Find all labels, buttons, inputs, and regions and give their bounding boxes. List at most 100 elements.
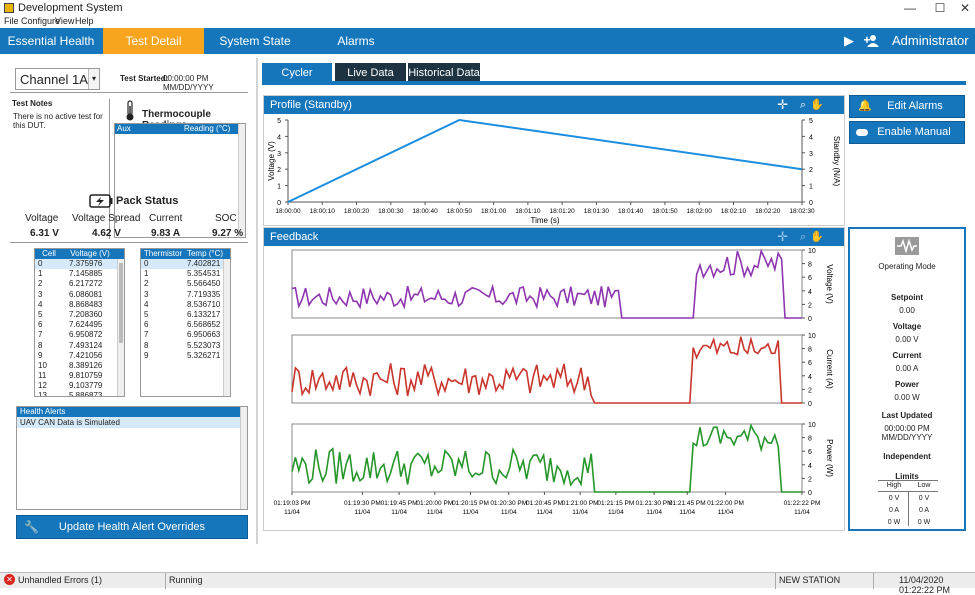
tab-essential-health[interactable]: Essential Health <box>7 34 95 48</box>
thermistor-row[interactable]: 7 6.950663 <box>141 330 224 340</box>
crosshair-icon[interactable]: ✛ <box>777 229 788 244</box>
zoom-icon[interactable]: ⌕ <box>799 231 806 243</box>
scrollbar[interactable] <box>223 259 230 396</box>
pan-hand-icon[interactable]: ✋ <box>810 231 824 243</box>
feedback-plot-area <box>291 249 803 319</box>
channel-select[interactable]: Channel 1A ▾ <box>15 68 100 90</box>
channel-value: Channel 1A <box>20 72 88 87</box>
y2-axis-label: Standby (N/A) <box>832 136 841 187</box>
menu-configure[interactable]: Configure <box>21 16 61 26</box>
cell-voltage-table[interactable]: Cell Voltage (V) 0 7.375976 1 7.145885 2 6.21… <box>34 248 125 397</box>
feedback-charts[interactable]: 0 2 4 6 8 10 Voltage (V) 0 2 4 6 8 10 Current (A) 0 2 4 6… <box>264 246 844 530</box>
thermistor-row[interactable]: 2 5.566450 <box>141 279 224 289</box>
thermocouple-table[interactable]: Aux Thermocouple Reading (°C) <box>114 123 246 238</box>
pan-hand-icon[interactable]: ✋ <box>810 99 824 111</box>
limit-high-current: 0 A <box>888 507 900 514</box>
tab-historical-data[interactable]: Historical Data <box>408 63 480 83</box>
cell-row[interactable]: 1 7.145885 <box>35 269 118 279</box>
edit-alarms-button[interactable]: 🔔 Edit Alarms <box>849 95 965 118</box>
thermistor-row[interactable]: 1 5.354531 <box>141 269 224 279</box>
unhandled-errors[interactable]: Unhandled Errors (1) <box>18 575 103 585</box>
tab-underline <box>262 81 966 85</box>
x-tick-date: 11/04 <box>718 509 734 516</box>
feedback-plot-area <box>291 334 803 404</box>
menu-help[interactable]: Help <box>75 16 94 26</box>
x-tick-label: 18:02:00 <box>687 208 713 215</box>
wrench-icon: 🔧 <box>24 520 39 534</box>
cell-row[interactable]: 3 6.086081 <box>35 290 118 300</box>
alert-item[interactable]: UAV CAN Data is Simulated <box>17 417 240 428</box>
col-reading: Reading (°C) <box>184 124 231 133</box>
maximize-button[interactable]: ☐ <box>934 1 946 15</box>
scrollbar[interactable] <box>240 407 247 509</box>
add-user-icon[interactable] <box>862 28 884 54</box>
thermistor-row[interactable]: 6 6.568652 <box>141 320 224 330</box>
metric-voltage-label: Voltage <box>25 213 59 224</box>
health-alerts-header: Health Alerts <box>17 407 247 417</box>
thermistor-row[interactable]: 0 7.402821 <box>141 259 224 270</box>
cell-row[interactable]: 9 7.421056 <box>35 351 118 361</box>
y-tick-label: 0 <box>277 200 281 207</box>
close-button[interactable]: ✕ <box>959 1 971 15</box>
play-icon[interactable]: ▶ <box>844 33 854 48</box>
row-value: 6.568652 <box>187 320 221 330</box>
row-value: 6.950872 <box>69 330 103 340</box>
divider <box>10 92 248 93</box>
col-aux-thermocouple: Aux Thermocouple <box>117 124 169 143</box>
limit-high-voltage: 0 V <box>888 495 900 502</box>
crosshair-icon[interactable]: ✛ <box>777 97 788 112</box>
scrollbar[interactable] <box>117 259 124 396</box>
row-value: 7.208360 <box>69 309 103 319</box>
feedback-plot-area <box>291 423 803 493</box>
thermistor-table-header: Thermistor Temp (°C) <box>141 249 230 259</box>
tab-live-data[interactable]: Live Data <box>335 63 406 83</box>
tab-alarms[interactable]: Alarms <box>337 34 375 48</box>
thermistor-row[interactable]: 5 6.133217 <box>141 310 224 320</box>
cell-row[interactable]: 10 8.389126 <box>35 361 118 371</box>
cell-row[interactable]: 5 7.208360 <box>35 310 118 320</box>
scrollbar[interactable] <box>238 124 245 237</box>
manual-mode-button[interactable]: Enable Manual Mode <box>849 121 965 159</box>
menu-file[interactable]: File <box>4 16 19 26</box>
thermistor-row[interactable]: 3 7.719335 <box>141 290 224 300</box>
row-value: 6.217272 <box>69 279 103 289</box>
cell-row[interactable]: 2 6.217272 <box>35 279 118 289</box>
cell-row[interactable]: 11 9.810759 <box>35 371 118 381</box>
x-tick-time: 01:22:00 PM <box>707 500 744 507</box>
y2-tick-label: 4 <box>809 134 813 141</box>
zoom-icon[interactable]: ⌕ <box>799 99 806 111</box>
feedback-y-label: Current (A) <box>825 349 834 389</box>
minimize-button[interactable]: — <box>904 1 916 15</box>
profile-chart[interactable]: 0 0 1 1 2 2 3 3 4 4 5 5 18:00:00 18:00:10 18:00:20 18:0… <box>264 114 844 225</box>
y-tick-label: 6 <box>808 275 812 282</box>
thermistor-row[interactable]: 8 5.523073 <box>141 341 224 351</box>
tab-cycler[interactable]: Cycler <box>262 63 332 83</box>
cell-row[interactable]: 8 7.493124 <box>35 341 118 351</box>
thermistor-table[interactable]: Thermistor Temp (°C) 0 7.402821 1 5.354531 2… <box>140 248 231 397</box>
update-overrides-button[interactable]: 🔧 Update Health Alert Overrides <box>16 515 248 539</box>
user-menu[interactable]: Administrator <box>892 33 969 48</box>
menu-view[interactable]: View <box>55 16 75 26</box>
row-value: 6.133217 <box>187 309 221 319</box>
thermistor-row[interactable]: 9 5.326271 <box>141 351 224 361</box>
tab-system-state[interactable]: System State <box>219 34 291 48</box>
power-label: Power <box>894 380 919 389</box>
cell-row[interactable]: 4 8.868483 <box>35 300 118 310</box>
cell-row[interactable]: 12 9.103779 <box>35 381 118 391</box>
voltage-value: 0.00 V <box>895 335 919 344</box>
tab-test-detail[interactable]: Test Detail <box>103 28 204 54</box>
row-index: 11 <box>38 371 47 381</box>
thermistor-row[interactable]: 4 8.536710 <box>141 300 224 310</box>
health-alerts-list[interactable]: Health Alerts UAV CAN Data is Simulated <box>16 406 248 510</box>
cell-row[interactable]: 0 7.375976 <box>35 259 118 270</box>
app-icon <box>4 3 14 13</box>
row-index: 7 <box>38 330 43 340</box>
cell-row[interactable]: 13 5.886873 <box>35 391 118 396</box>
y2-tick-label: 0 <box>809 200 813 207</box>
scroll-thumb[interactable] <box>119 263 123 343</box>
metric-spread-value: 4.62 V <box>92 228 121 239</box>
y-tick-label: 5 <box>277 118 281 125</box>
cell-row[interactable]: 7 6.950872 <box>35 330 118 340</box>
cell-row[interactable]: 6 7.624495 <box>35 320 118 330</box>
profile-title: Profile (Standby) ✛ ⌕ ✋ <box>264 96 844 114</box>
